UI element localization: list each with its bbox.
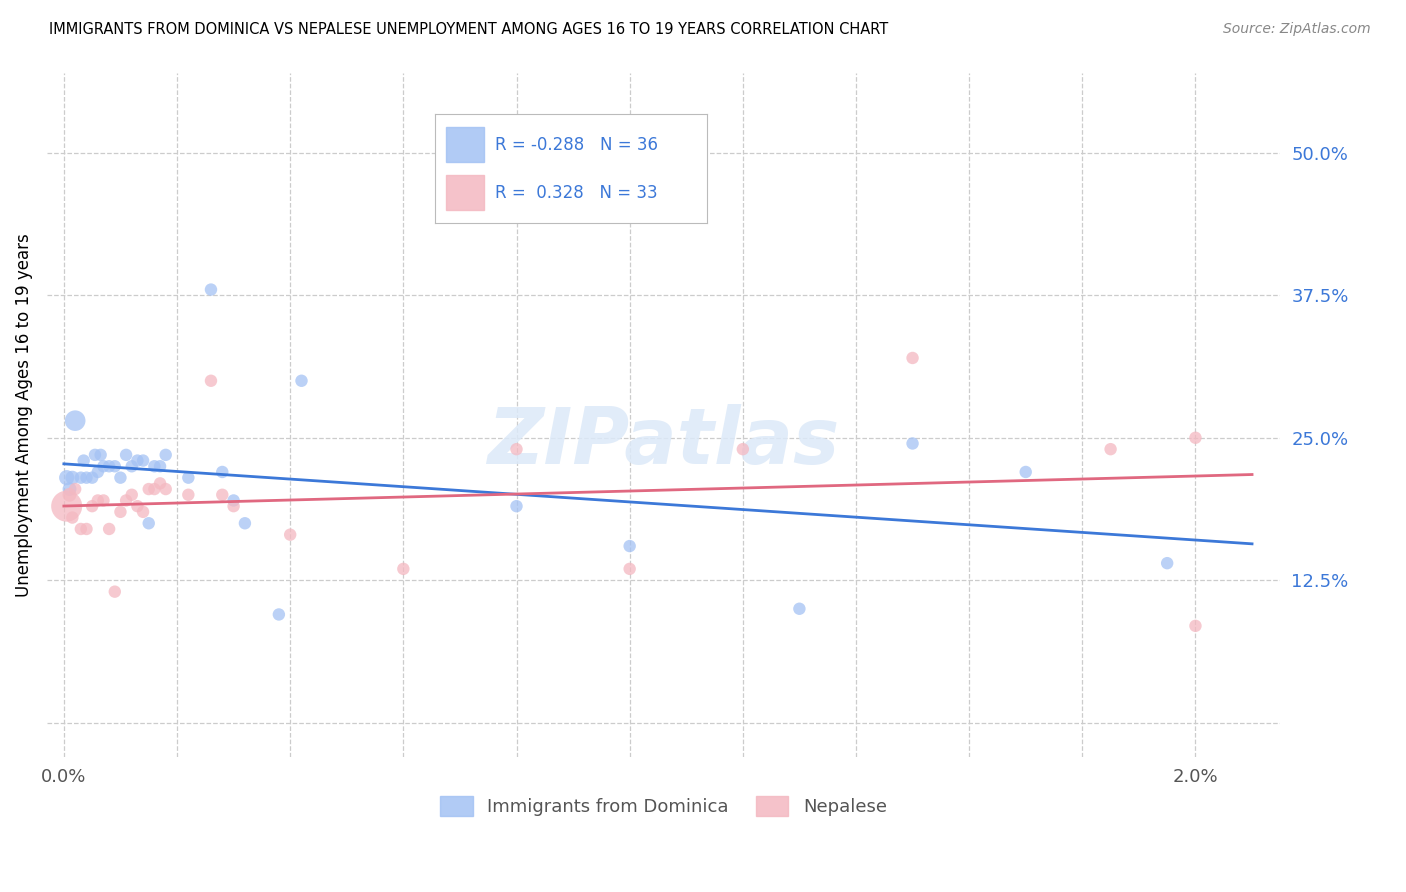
Point	[69, 470, 91, 484]
Point	[58, 488, 80, 502]
Point	[93, 459, 115, 474]
Point	[392, 562, 415, 576]
Point	[155, 482, 177, 496]
Point	[789, 601, 811, 615]
Point	[90, 448, 112, 462]
Point	[132, 453, 155, 467]
Point	[901, 436, 924, 450]
Point	[267, 607, 290, 622]
Point	[87, 493, 110, 508]
Point	[69, 522, 91, 536]
Point	[115, 448, 138, 462]
Text: IMMIGRANTS FROM DOMINICA VS NEPALESE UNEMPLOYMENT AMONG AGES 16 TO 19 YEARS CORR: IMMIGRANTS FROM DOMINICA VS NEPALESE UNE…	[49, 22, 889, 37]
Point	[149, 476, 172, 491]
Point	[55, 499, 77, 513]
Point	[619, 539, 641, 553]
Text: ZIPatlas: ZIPatlas	[488, 404, 839, 480]
Point	[200, 374, 222, 388]
Point	[110, 470, 132, 484]
Point	[115, 493, 138, 508]
Point	[143, 459, 166, 474]
Point	[505, 499, 527, 513]
Point	[127, 499, 149, 513]
Point	[1184, 619, 1206, 633]
Point	[87, 465, 110, 479]
Point	[1099, 442, 1122, 457]
Point	[55, 470, 77, 484]
Point	[619, 562, 641, 576]
Point	[177, 470, 200, 484]
Point	[505, 442, 527, 457]
Point	[901, 351, 924, 365]
Point	[1156, 556, 1178, 570]
Point	[121, 459, 143, 474]
Point	[60, 510, 83, 524]
Point	[98, 459, 121, 474]
Legend: Immigrants from Dominica, Nepalese: Immigrants from Dominica, Nepalese	[433, 789, 894, 823]
Point	[1184, 431, 1206, 445]
Point	[211, 465, 233, 479]
Point	[278, 527, 301, 541]
Point	[143, 482, 166, 496]
Point	[127, 453, 149, 467]
Point	[222, 493, 245, 508]
Point	[104, 584, 127, 599]
Point	[104, 459, 127, 474]
Point	[63, 414, 86, 428]
Point	[82, 470, 104, 484]
Point	[149, 459, 172, 474]
Point	[222, 499, 245, 513]
Point	[155, 448, 177, 462]
Point	[211, 488, 233, 502]
Point	[93, 493, 115, 508]
Point	[138, 482, 160, 496]
Point	[121, 488, 143, 502]
Point	[73, 453, 96, 467]
Point	[76, 470, 98, 484]
Point	[82, 499, 104, 513]
Point	[84, 448, 107, 462]
Point	[110, 505, 132, 519]
Point	[233, 516, 256, 531]
Point	[200, 283, 222, 297]
Point	[1015, 465, 1038, 479]
Point	[63, 482, 86, 496]
Point	[98, 522, 121, 536]
Point	[60, 470, 83, 484]
Point	[76, 522, 98, 536]
Point	[290, 374, 312, 388]
Y-axis label: Unemployment Among Ages 16 to 19 years: Unemployment Among Ages 16 to 19 years	[15, 233, 32, 597]
Point	[177, 488, 200, 502]
Point	[58, 482, 80, 496]
Point	[138, 516, 160, 531]
Text: Source: ZipAtlas.com: Source: ZipAtlas.com	[1223, 22, 1371, 37]
Point	[731, 442, 754, 457]
Point	[132, 505, 155, 519]
